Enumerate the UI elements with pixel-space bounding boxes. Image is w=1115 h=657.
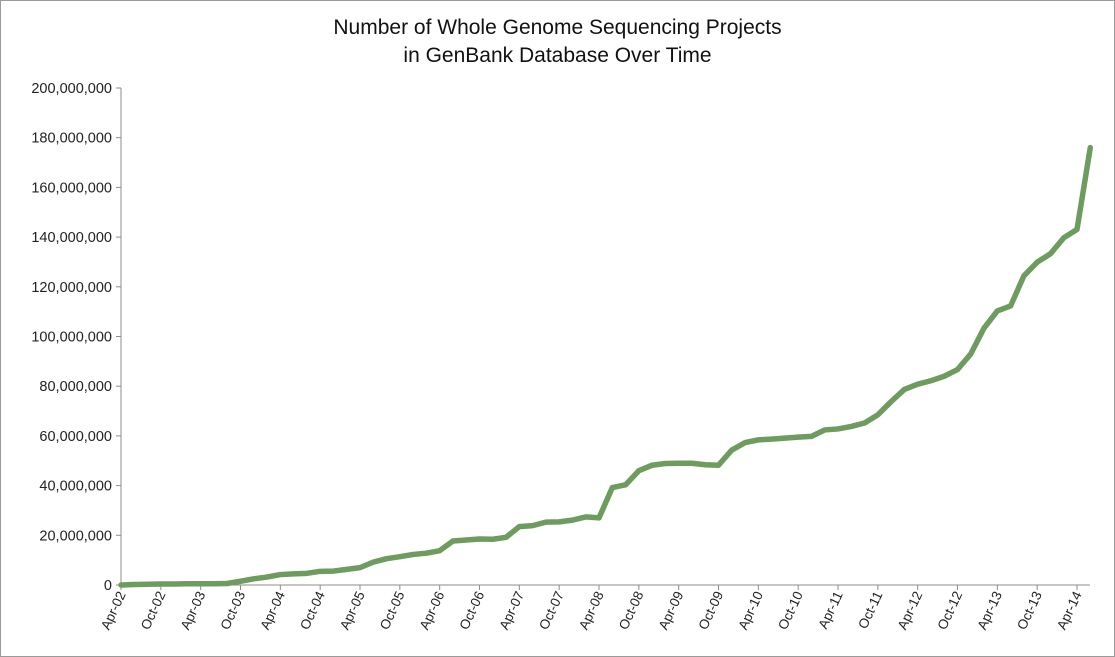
y-tick-label: 40,000,000: [39, 479, 112, 495]
x-tick-label: Apr-13: [974, 589, 1005, 632]
y-tick-label: 200,000,000: [31, 81, 112, 97]
y-tick-label: 100,000,000: [31, 330, 112, 346]
series-line: [118, 144, 1094, 588]
x-tick-label: Oct-07: [536, 589, 567, 632]
x-tick-label: Apr-11: [815, 589, 845, 631]
y-tick-label: 120,000,000: [31, 280, 112, 296]
x-tick-label: Apr-03: [178, 589, 209, 632]
x-axis: Apr-02 Oct-02 Apr-03 Oct-03 Apr-04 Oct-04 Apr-…: [98, 584, 1090, 632]
y-tick-label: 140,000,000: [31, 230, 112, 246]
x-tick-label: Oct-08: [616, 589, 647, 632]
x-tick-label: Oct-10: [775, 589, 806, 632]
x-tick-label: Apr-08: [576, 589, 607, 632]
x-tick-label: Apr-05: [337, 589, 368, 632]
x-tick-label: Apr-02: [98, 589, 129, 632]
y-tick-label: 180,000,000: [31, 131, 112, 147]
x-tick-label: Oct-12: [935, 589, 966, 632]
x-tick-label: Oct-06: [457, 589, 488, 632]
x-tick-label: Apr-09: [656, 589, 687, 632]
y-tick-label: 0: [104, 578, 112, 594]
x-tick-label: Apr-12: [895, 589, 926, 632]
x-tick-label: Oct-11: [855, 589, 885, 631]
chart-title-line-1: Number of Whole Genome Sequencing Projec…: [333, 16, 782, 39]
x-tick-label: Oct-02: [138, 589, 169, 632]
x-tick-label: Apr-14: [1054, 588, 1085, 632]
chart-title: Number of Whole Genome Sequencing Projec…: [0, 14, 1115, 70]
x-tick-label: Oct-13: [1014, 589, 1045, 632]
x-tick-label: Apr-07: [496, 589, 527, 632]
chart-title-line-2: in GenBank Database Over Time: [403, 44, 712, 67]
series-group: [118, 144, 1094, 588]
y-tick-label: 80,000,000: [39, 379, 112, 395]
y-tick-label: 60,000,000: [39, 429, 112, 445]
y-tick-label: 20,000,000: [39, 528, 112, 544]
y-tick-label: 160,000,000: [31, 180, 112, 196]
x-tick-label: Oct-03: [218, 589, 249, 632]
x-tick-label: Oct-05: [377, 589, 408, 632]
y-axis: 0 20,000,000 40,000,000 60,000,000 80,000,00…: [31, 81, 122, 594]
x-tick-label: Oct-09: [696, 589, 727, 632]
x-tick-label: Apr-06: [417, 589, 448, 632]
x-tick-label: Apr-10: [735, 589, 766, 632]
x-tick-label: Oct-04: [297, 588, 328, 632]
x-tick-label: Apr-04: [257, 588, 288, 632]
